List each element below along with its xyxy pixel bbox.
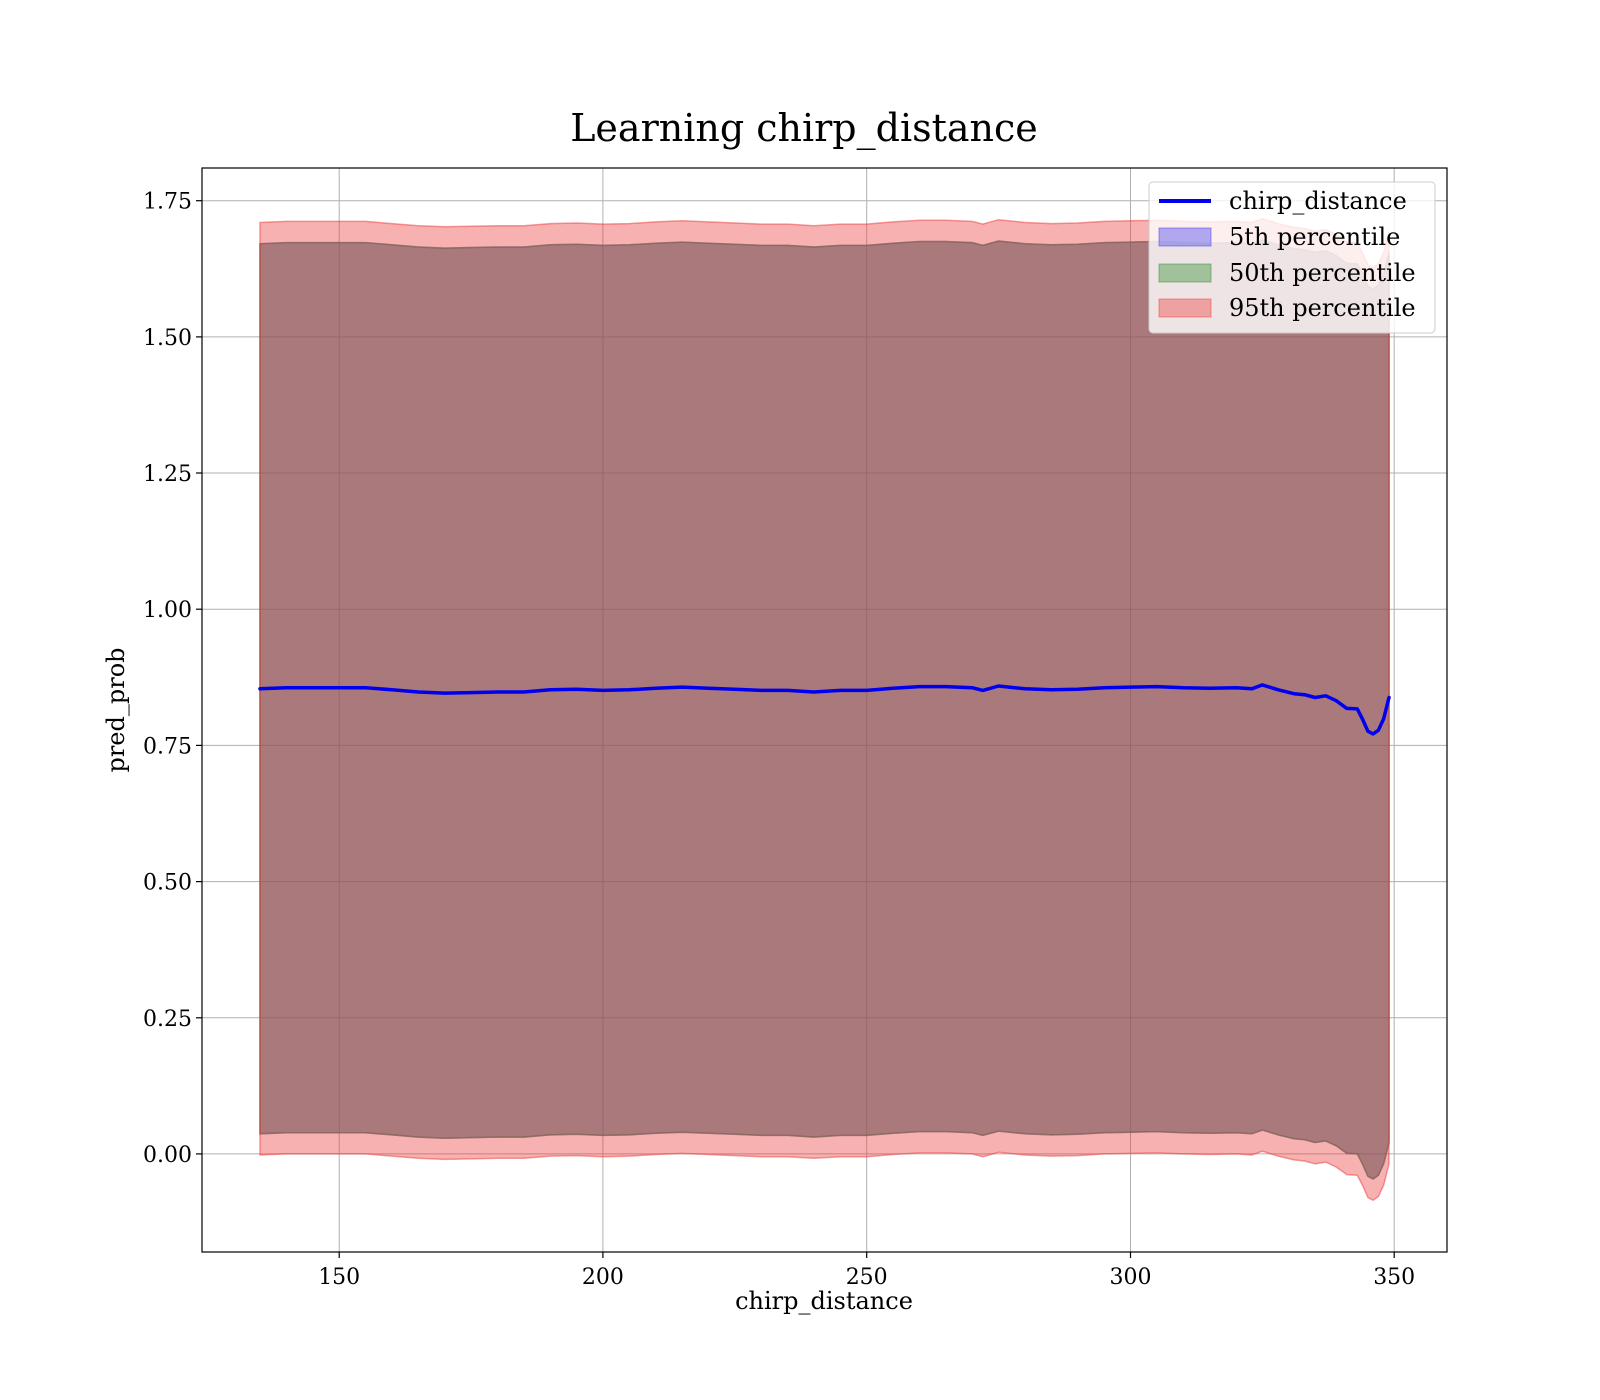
band-2 [259,217,1390,1202]
legend-box [1148,181,1436,334]
legend-label-band-2: 95th percentile [1229,294,1416,322]
x-axis-ticks: 150 200 250 300 350 [318,1252,1415,1290]
legend-swatch-band-2 [1158,298,1212,318]
percentile-bands [259,217,1390,1202]
legend-label-line: chirp_distance [1229,187,1407,215]
x-tick-label: 150 [318,1265,360,1290]
grid [202,168,1447,1252]
legend-label-band-1: 50th percentile [1229,259,1416,287]
series-line-chirp-distance [258,683,1391,736]
y-tick-label: 1.00 [143,598,192,623]
legend: chirp_distance 5th percentile 50th perce… [1148,181,1436,334]
x-tick-label: 250 [846,1265,888,1290]
x-tick-label: 300 [1110,1265,1152,1290]
series-lines [258,683,1391,736]
y-tick-label: 1.25 [143,462,192,487]
legend-swatch-band-1 [1158,263,1212,283]
y-axis-ticks: 0.00 0.25 0.50 0.75 1.00 1.25 1.50 1.75 [143,190,202,1168]
x-tick-label: 350 [1373,1265,1415,1290]
y-tick-label: 0.50 [143,871,192,896]
y-tick-label: 0.00 [143,1143,192,1168]
y-tick-label: 0.25 [143,1007,192,1032]
y-axis-label: pred_prob [102,647,130,772]
x-tick-label: 200 [582,1265,624,1290]
y-tick-label: 0.75 [143,734,192,759]
plot-frame [201,167,1448,1253]
legend-swatch-band-0 [1158,227,1212,247]
legend-label-band-0: 5th percentile [1229,223,1400,251]
chart-title: Learning chirp_distance [570,106,1038,151]
y-tick-label: 1.50 [143,326,192,351]
x-axis-label: chirp_distance [735,1287,913,1315]
y-tick-label: 1.75 [143,190,192,215]
